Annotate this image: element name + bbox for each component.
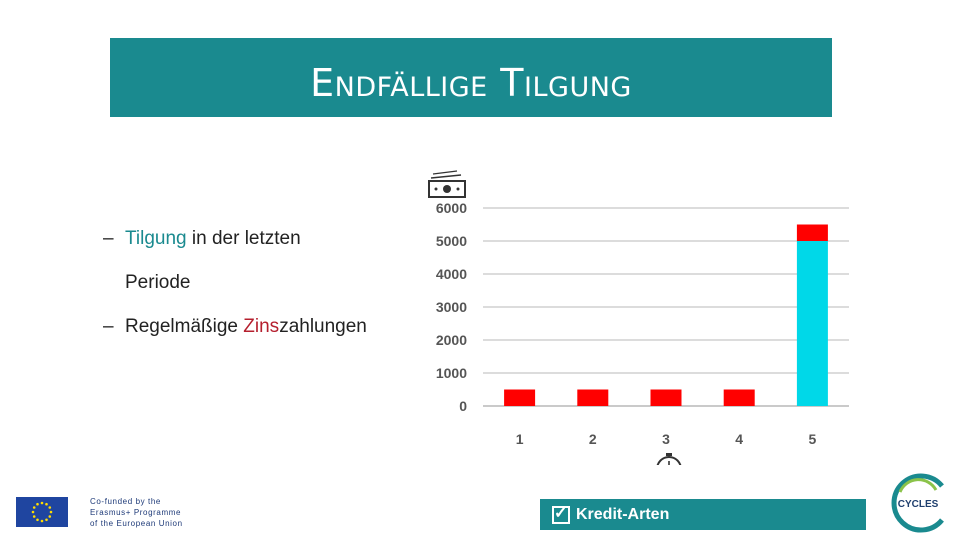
cycles-logo-text: CYCLES: [898, 499, 939, 510]
y-tick-label: 3000: [436, 299, 467, 315]
bullet-1-highlight: Tilgung: [125, 228, 187, 249]
y-tick-label: 4000: [436, 266, 467, 282]
y-tick-label: 2000: [436, 332, 467, 348]
x-tick-label: 2: [589, 431, 597, 447]
bar-segment: [650, 389, 682, 406]
bullet-2-prefix: Regelmäßige: [125, 316, 244, 337]
eu-line-1: Co-funded by the: [90, 497, 161, 506]
bullet-2-highlight: Zins: [243, 316, 280, 337]
cycles-logo: CYCLES: [891, 473, 944, 533]
bullet-1: – Tilgung in der letzten: [103, 228, 301, 250]
kredit-arten-label: Kredit-Arten: [576, 505, 670, 523]
stopwatch-icon: [656, 453, 682, 482]
y-tick-label: 0: [459, 398, 467, 414]
checkbox-icon: [552, 503, 570, 524]
y-tick-label: 6000: [436, 200, 467, 216]
eu-flag-icon: [16, 497, 68, 527]
x-tick-label: 3: [662, 431, 670, 447]
bullet-2: – Regelmäßige Zinszahlungen: [103, 316, 367, 338]
y-tick-label: 1000: [436, 365, 467, 381]
x-tick-label: 1: [516, 431, 524, 447]
money-icon: [428, 170, 466, 198]
x-tick-label: 4: [735, 431, 743, 447]
kredit-arten-link[interactable]: Kredit-Arten: [540, 499, 866, 530]
bullet-2-suffix: zahlungen: [279, 316, 367, 337]
bullet-1-continuation: Periode: [125, 272, 191, 293]
eu-funding-notice: Co-funded by the Erasmus+ Programme of t…: [16, 494, 196, 530]
bar-segment: [577, 389, 609, 406]
dash-icon: –: [103, 228, 114, 249]
eu-line-3: of the European Union: [90, 519, 183, 528]
bar-segment: [796, 241, 828, 406]
chart-svg: 0 1000 2000 3000 4000 5000 6000 1 2 3 4 5: [428, 170, 849, 482]
slide-title: Endfällige Tilgung: [310, 60, 632, 105]
x-tick-label: 5: [809, 431, 817, 447]
bar-segment: [796, 224, 828, 241]
bar-chart: 0 1000 2000 3000 4000 5000 6000 1 2 3 4 5: [405, 165, 865, 482]
eu-line-2: Erasmus+ Programme: [90, 508, 182, 517]
bar-segment: [723, 389, 755, 406]
eu-text: Co-funded by the Erasmus+ Programme of t…: [90, 496, 210, 529]
title-bar: Endfällige Tilgung: [110, 38, 832, 117]
y-tick-label: 5000: [436, 233, 467, 249]
bar-segment: [504, 389, 536, 406]
bullet-1-text: in der letzten: [186, 228, 301, 249]
dash-icon: –: [103, 316, 114, 337]
